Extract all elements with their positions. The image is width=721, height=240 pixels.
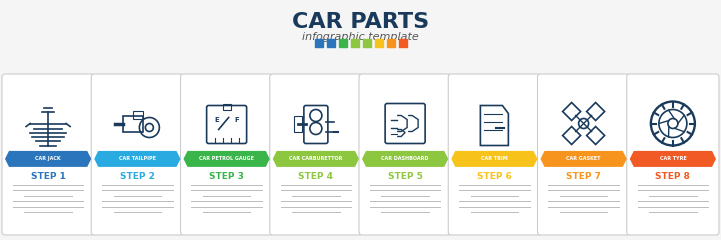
Bar (386, 39, 394, 47)
Bar (363, 39, 371, 47)
Text: E: E (214, 116, 219, 122)
Text: STEP 4: STEP 4 (298, 172, 333, 181)
Polygon shape (451, 151, 537, 167)
Text: STEP 5: STEP 5 (388, 172, 423, 181)
Text: CAR PETROL GAUGE: CAR PETROL GAUGE (199, 156, 254, 162)
Text: CAR TRIM: CAR TRIM (481, 156, 508, 162)
FancyBboxPatch shape (448, 74, 541, 235)
Polygon shape (5, 151, 92, 167)
Text: CAR TAILPIPE: CAR TAILPIPE (119, 156, 156, 162)
Text: STEP 8: STEP 8 (655, 172, 690, 181)
Text: CAR PARTS: CAR PARTS (292, 12, 429, 32)
FancyBboxPatch shape (92, 74, 184, 235)
Text: STEP 6: STEP 6 (477, 172, 512, 181)
Bar (223, 103, 231, 109)
Bar (294, 115, 302, 132)
FancyBboxPatch shape (2, 74, 94, 235)
Bar (123, 115, 143, 132)
FancyBboxPatch shape (537, 74, 629, 235)
Text: F: F (234, 116, 239, 122)
Text: STEP 7: STEP 7 (566, 172, 601, 181)
FancyBboxPatch shape (359, 74, 451, 235)
Bar (399, 39, 407, 47)
Bar (314, 39, 322, 47)
Text: CAR GASKET: CAR GASKET (567, 156, 601, 162)
Polygon shape (541, 151, 627, 167)
Text: STEP 3: STEP 3 (209, 172, 244, 181)
Bar (350, 39, 358, 47)
Text: CAR TYRE: CAR TYRE (660, 156, 686, 162)
Polygon shape (184, 151, 270, 167)
Polygon shape (94, 151, 180, 167)
Text: STEP 2: STEP 2 (120, 172, 155, 181)
FancyBboxPatch shape (270, 74, 362, 235)
Polygon shape (362, 151, 448, 167)
Bar (374, 39, 383, 47)
Polygon shape (273, 151, 359, 167)
Text: infographic template: infographic template (302, 32, 419, 42)
Text: CAR CARBURETTOR: CAR CARBURETTOR (289, 156, 342, 162)
Polygon shape (629, 151, 716, 167)
Bar (338, 39, 347, 47)
Text: STEP 1: STEP 1 (31, 172, 66, 181)
Text: CAR DASHBOARD: CAR DASHBOARD (381, 156, 429, 162)
Bar (327, 39, 335, 47)
FancyBboxPatch shape (627, 74, 719, 235)
Bar (133, 110, 143, 119)
FancyBboxPatch shape (180, 74, 273, 235)
Text: CAR JACK: CAR JACK (35, 156, 61, 162)
